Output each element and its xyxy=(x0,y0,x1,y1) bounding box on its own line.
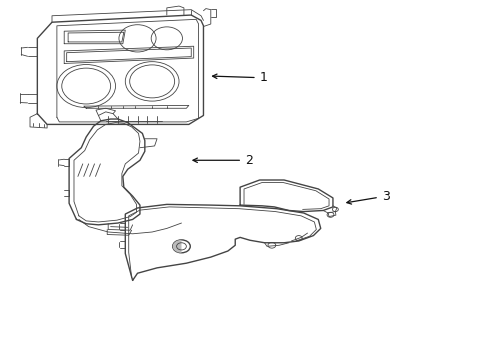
Text: 3: 3 xyxy=(347,190,390,204)
Text: 2: 2 xyxy=(193,154,253,167)
Polygon shape xyxy=(172,240,181,253)
Text: 1: 1 xyxy=(213,71,268,84)
